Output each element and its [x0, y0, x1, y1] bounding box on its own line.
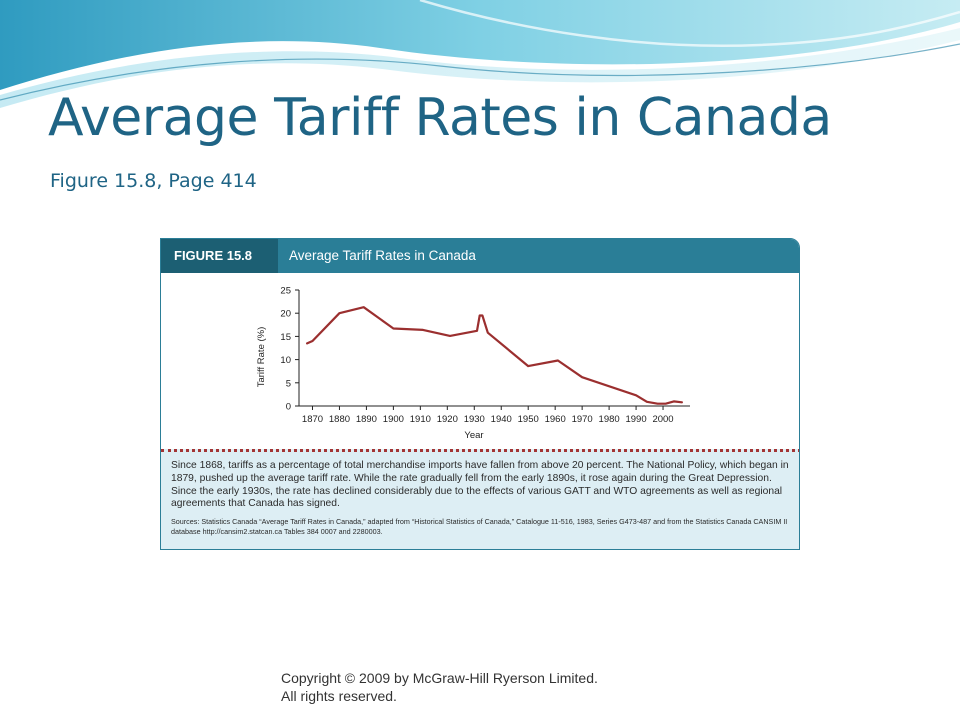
y-tick-label: 10	[280, 355, 291, 366]
background-waves	[0, 0, 960, 108]
series-group	[306, 306, 684, 405]
figure-number-label: FIGURE 15.8	[161, 239, 278, 273]
x-tick-label: 1920	[437, 414, 458, 425]
x-tick-label: 1960	[545, 414, 566, 425]
x-tick-label: 1880	[329, 414, 350, 425]
slide-title: Average Tariff Rates in Canada	[48, 88, 832, 148]
x-tick-label: 1870	[302, 414, 323, 425]
x-tick-label: 1980	[599, 414, 620, 425]
figure-header: FIGURE 15.8 Average Tariff Rates in Cana…	[161, 239, 799, 273]
figure-caption: Since 1868, tariffs as a percentage of t…	[171, 460, 789, 510]
tariff-line-chart: 1870 1880 1890 1900 1910 1920 1930 1940 1950 1960…	[256, 286, 690, 441]
y-tick-label: 5	[286, 378, 291, 389]
x-axis: 1870 1880 1890 1900 1910 1920 1930 1940 1950 1960…	[299, 405, 690, 425]
y-tick-label: 15	[280, 332, 291, 343]
x-tick-label: 1890	[356, 414, 377, 425]
y-axis: 0 5 10 15 20 25	[280, 286, 300, 413]
x-tick-label: 1900	[383, 414, 404, 425]
series-line-tariff-rate	[306, 306, 684, 405]
figure-caption-panel: Since 1868, tariffs as a percentage of t…	[161, 449, 799, 549]
x-tick-label: 1950	[518, 414, 539, 425]
x-tick-label: 1970	[572, 414, 593, 425]
figure-sources: Sources: Statistics Canada “Average Tari…	[171, 517, 788, 537]
y-tick-label: 25	[280, 286, 291, 297]
figure-title: Average Tariff Rates in Canada	[289, 248, 476, 263]
x-tick-label: 1990	[625, 414, 646, 425]
y-tick-label: 20	[280, 309, 291, 320]
copyright-notice: Copyright © 2009 by McGraw-Hill Ryerson …	[281, 670, 598, 704]
x-tick-label: 1940	[491, 414, 512, 425]
x-axis-title: Year	[464, 430, 483, 441]
y-axis-title: Tariff Rate (%)	[256, 327, 267, 388]
x-tick-label: 1910	[410, 414, 431, 425]
y-tick-label: 0	[286, 402, 291, 413]
figure-panel: FIGURE 15.8 Average Tariff Rates in Cana…	[160, 238, 800, 550]
slide-subtitle: Figure 15.8, Page 414	[50, 170, 257, 192]
x-tick-label: 1930	[464, 414, 485, 425]
x-tick-label: 2000	[652, 414, 673, 425]
